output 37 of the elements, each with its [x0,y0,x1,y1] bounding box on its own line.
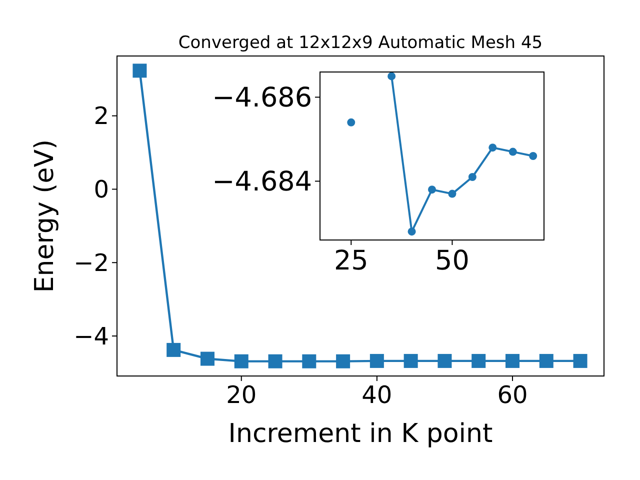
x-axis-title: Increment in K point [228,419,493,449]
y-tick-label: −4.684 [212,166,312,198]
point [200,352,214,366]
point [166,342,181,357]
y-axis-title: Energy (eV) [30,139,60,293]
point [234,354,248,368]
point [347,118,356,126]
y-tick-label: −4.686 [212,82,312,114]
point [268,354,282,368]
point [468,173,476,181]
point [539,354,554,368]
point [472,354,486,368]
point [505,354,520,368]
chart-title: Converged at 12x12x9 Automatic Mesh 45 [178,33,543,53]
y-tick-label: −4 [74,322,109,350]
point [573,354,588,368]
point [438,354,452,368]
y-tick-label: −2 [74,249,109,278]
x-tick-label: 40 [362,381,392,410]
point [488,144,497,152]
x-tick-label: 50 [435,246,470,277]
x-tick-label: 25 [334,246,368,277]
y-tick-label: 2 [94,102,109,130]
point [448,190,456,198]
point [388,72,396,80]
point [529,152,538,160]
x-tick-label: 60 [497,381,528,410]
point [404,354,418,368]
point [336,354,350,368]
x-tick-label: 20 [226,381,257,410]
y-tick-label: 0 [94,176,109,204]
point [132,64,147,78]
point [370,354,384,368]
point [508,148,517,156]
point [302,354,316,368]
point [428,186,436,194]
point [408,228,416,236]
